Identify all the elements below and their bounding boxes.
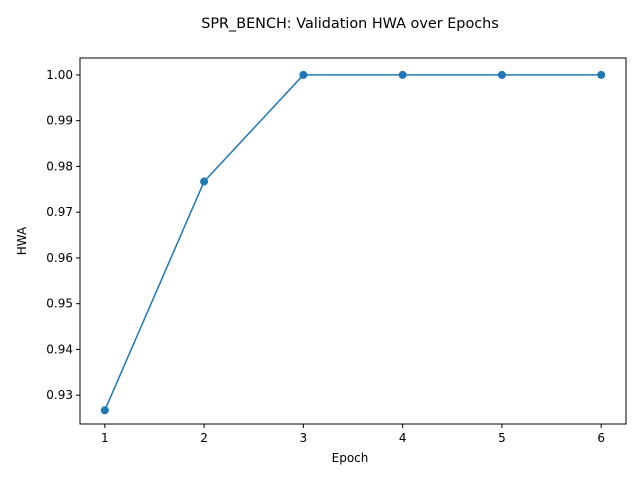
y-tick-label: 0.95 xyxy=(46,297,73,311)
y-tick-label: 0.97 xyxy=(46,205,73,219)
x-tick-label: 1 xyxy=(101,431,109,445)
data-point xyxy=(200,177,209,186)
x-tick-label: 5 xyxy=(498,431,506,445)
data-point xyxy=(497,70,506,79)
x-tick-label: 4 xyxy=(399,431,407,445)
plot-area-frame xyxy=(79,57,627,425)
y-tick-label: 1.00 xyxy=(46,68,73,82)
chart-title: SPR_BENCH: Validation HWA over Epochs xyxy=(201,16,499,32)
data-point xyxy=(299,70,308,79)
y-tick-label: 0.94 xyxy=(46,342,73,356)
data-point xyxy=(100,406,109,415)
y-tick-label: 0.98 xyxy=(46,159,73,173)
data-point xyxy=(398,70,407,79)
x-axis-label: Epoch xyxy=(332,451,369,465)
series-line xyxy=(104,74,602,411)
data-point xyxy=(597,70,606,79)
y-tick-label: 0.96 xyxy=(46,251,73,265)
x-tick-label: 2 xyxy=(200,431,208,445)
x-axis: 1 2 3 4 5 6 xyxy=(101,424,605,445)
y-tick-label: 0.99 xyxy=(46,114,73,128)
y-tick-label: 0.93 xyxy=(46,388,73,402)
y-axis-label: HWA xyxy=(15,226,29,255)
series-layer xyxy=(100,70,606,415)
x-tick-label: 6 xyxy=(597,431,605,445)
x-tick-label: 3 xyxy=(300,431,308,445)
y-axis: 0.93 0.94 0.95 0.96 0.97 0.98 0.99 1.00 xyxy=(46,68,80,402)
